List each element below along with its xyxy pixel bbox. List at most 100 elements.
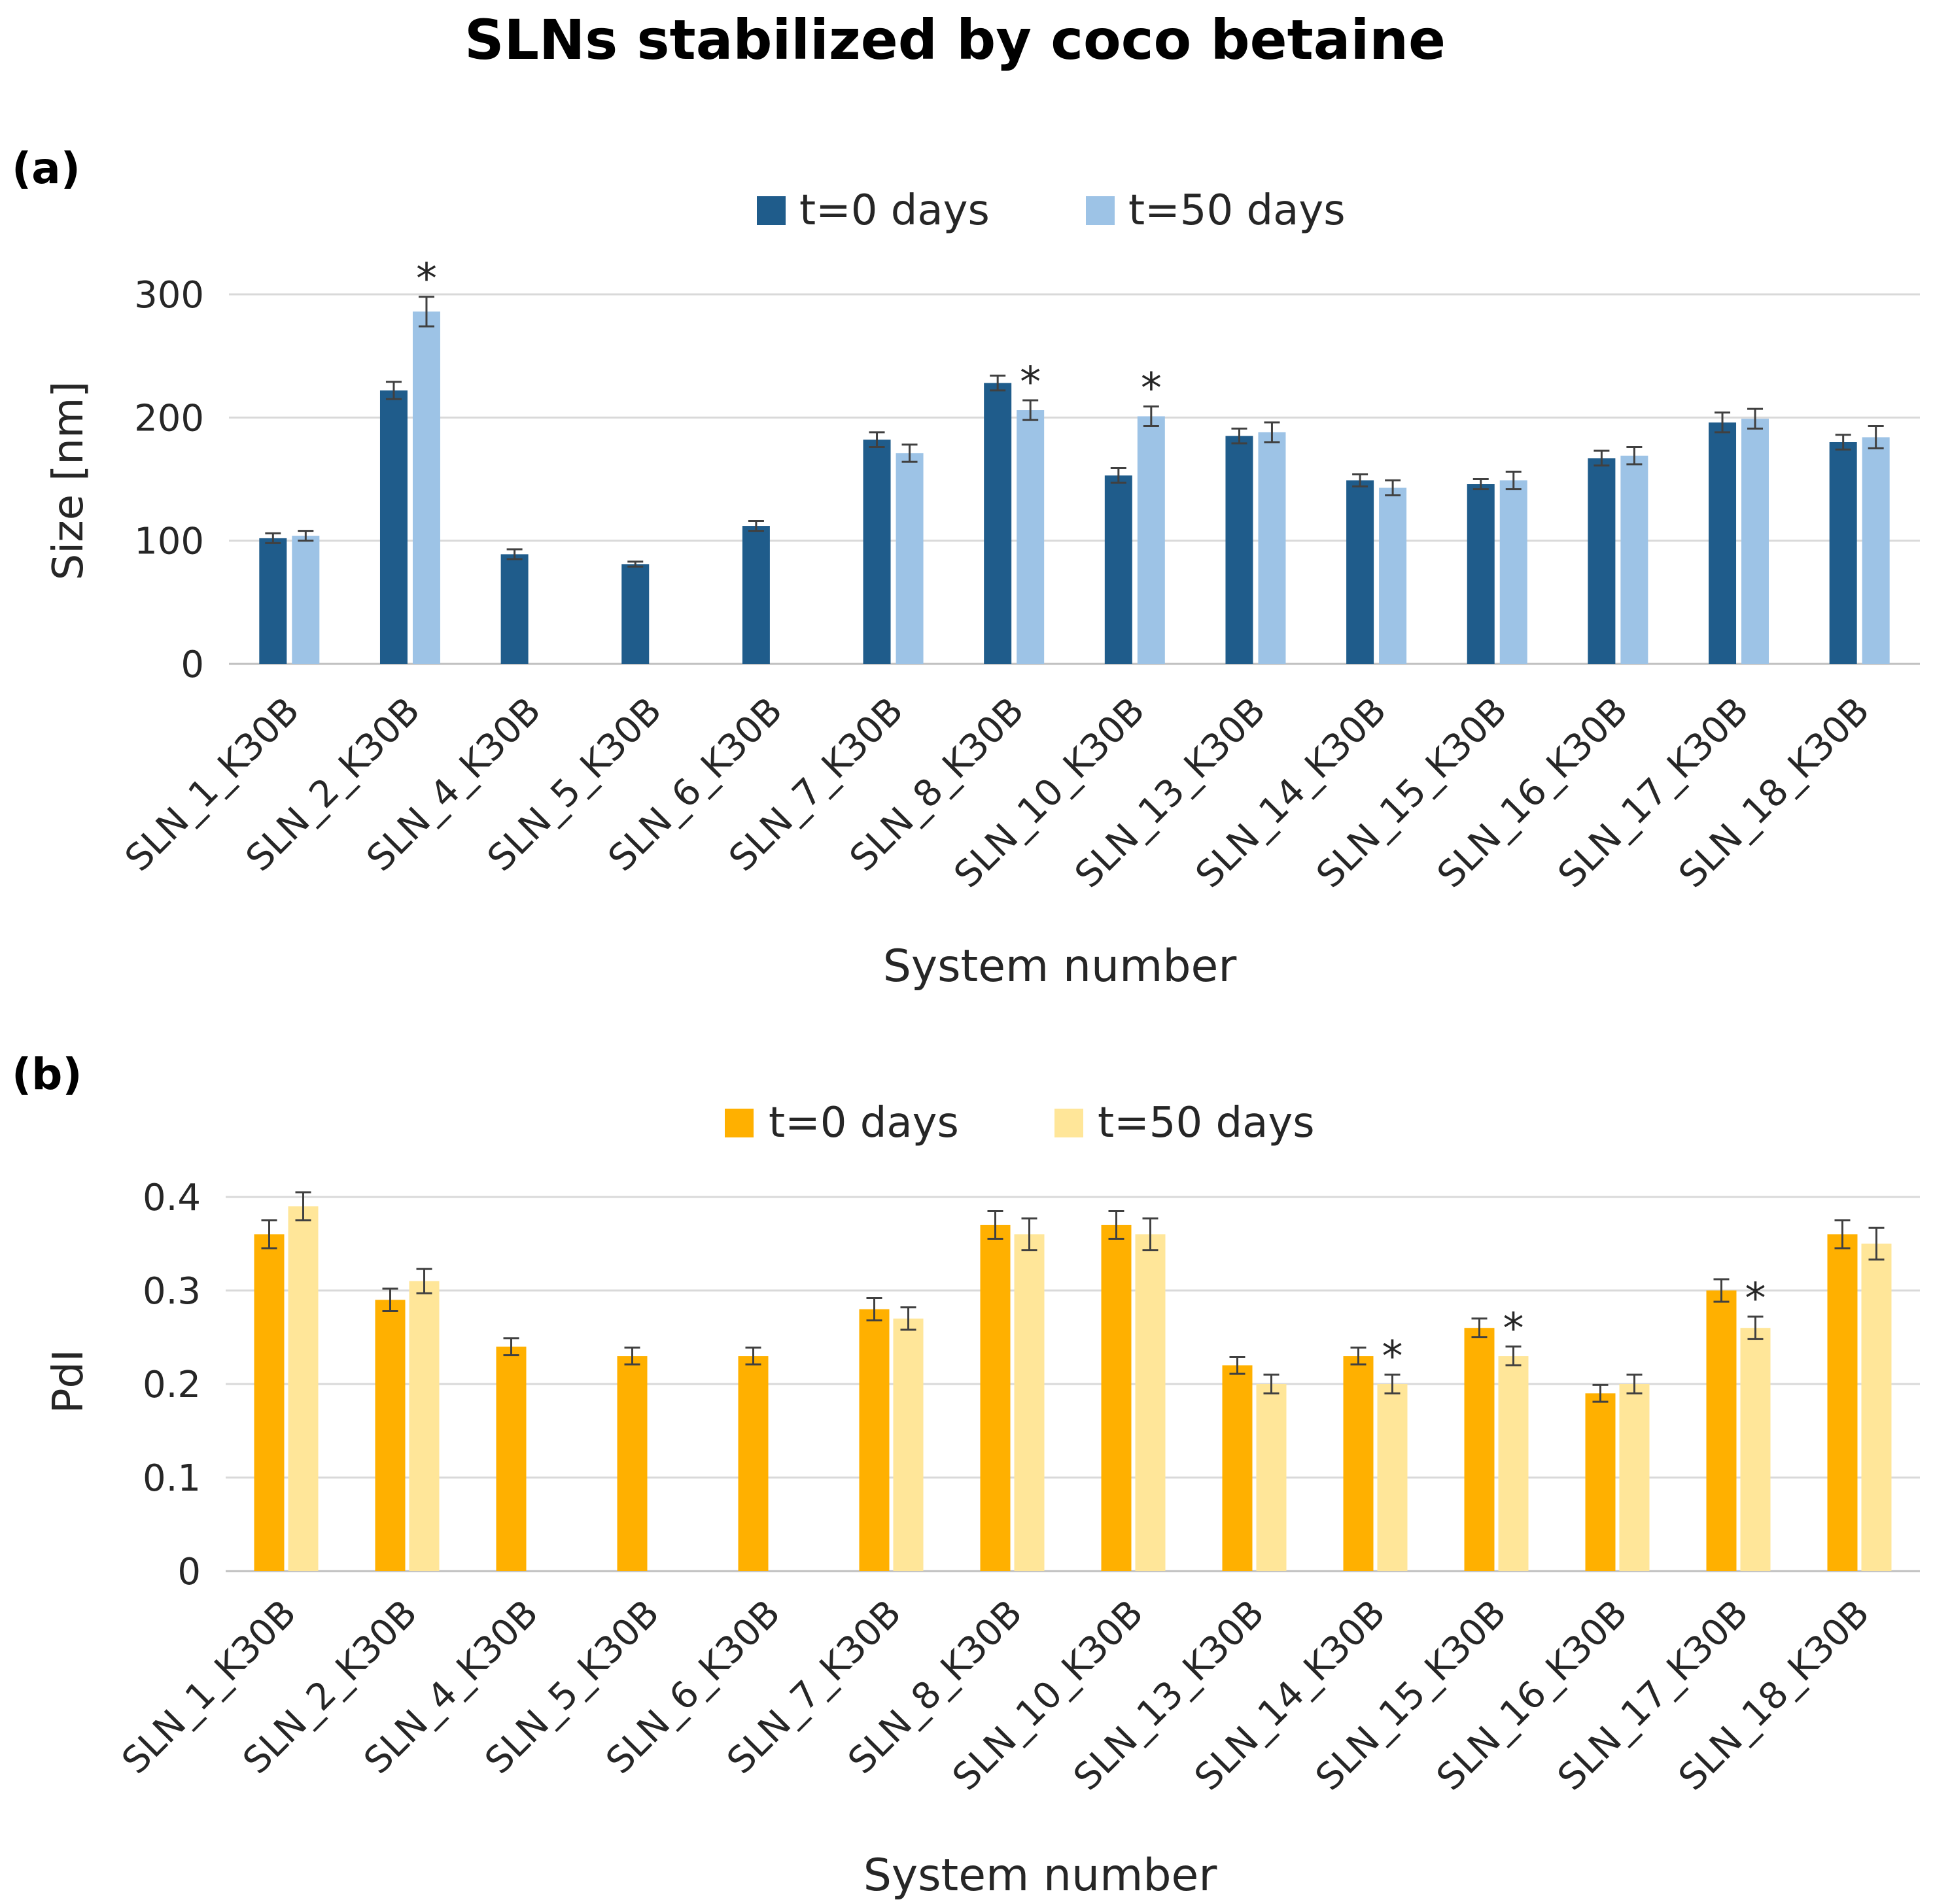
b-bar-t50 <box>1135 1234 1166 1571</box>
b-bar-t0 <box>980 1224 1011 1571</box>
panel-a-gridlines <box>229 293 1920 665</box>
panel-a-y-ticks: 0 100 200 300 <box>134 274 204 686</box>
b-bar-t0 <box>375 1300 406 1571</box>
b-error-bar <box>1021 1217 1037 1252</box>
a-error-bar <box>869 431 885 449</box>
b-error-bar <box>900 1306 916 1331</box>
b-error-bar <box>1747 1315 1764 1340</box>
a-bar-t0 <box>259 538 287 664</box>
b-bar-t50 <box>1861 1243 1892 1571</box>
b-bar-t0 <box>1101 1224 1132 1571</box>
panel-a-size-chart: (a) t=0 days t=50 days Size [nm] 0 100 200… <box>12 143 1920 992</box>
a-error-bar <box>1835 434 1851 451</box>
panel-b-legend-label-t50: t=50 days <box>1098 1099 1315 1147</box>
a-bar-t0 <box>1709 422 1737 664</box>
panel-b-label: (b) <box>12 1049 82 1099</box>
b-error-bar <box>1592 1383 1609 1403</box>
a-y-tick-label: 0 <box>181 644 204 686</box>
b-y-tick-label: 0.2 <box>143 1364 201 1406</box>
b-bar-t0 <box>617 1356 648 1571</box>
b-y-tick-label: 0.3 <box>143 1270 201 1313</box>
b-bar-t0 <box>1343 1356 1374 1571</box>
a-bar-t50 <box>1137 416 1165 664</box>
a-error-bar <box>418 296 434 328</box>
a-error-bar <box>1747 407 1764 430</box>
b-error-bar <box>416 1268 432 1294</box>
panel-b-pdi-chart: (b) t=0 days t=50 days PdI 0 0.1 0.2 0.3 0.4… <box>12 1049 1920 1901</box>
a-bar-t50 <box>1258 432 1286 664</box>
a-error-bar <box>1231 427 1247 445</box>
a-bar-t0 <box>984 383 1012 664</box>
b-error-bar <box>624 1346 640 1366</box>
b-bar-t50 <box>893 1318 924 1571</box>
b-bar-t50 <box>1740 1328 1771 1571</box>
a-bar-t0 <box>1467 484 1495 664</box>
a-significance-marker: * <box>416 255 437 303</box>
a-y-tick-label: 100 <box>134 521 204 563</box>
a-error-bar <box>1626 446 1643 466</box>
a-bar-t50 <box>292 536 320 664</box>
b-error-bar <box>1263 1374 1280 1394</box>
a-bar-t0 <box>621 564 650 664</box>
a-bar-t0 <box>500 554 529 664</box>
a-error-bar <box>1352 473 1368 488</box>
panel-a-legend-swatch-t50 <box>1086 196 1115 225</box>
panel-a-legend: t=0 days t=50 days <box>757 186 1346 235</box>
panel-b-legend: t=0 days t=50 days <box>725 1099 1315 1147</box>
a-error-bar <box>1472 478 1489 491</box>
panel-b-gridlines <box>226 1196 1920 1572</box>
b-error-bar <box>295 1191 311 1222</box>
b-y-tick-label: 0 <box>177 1551 201 1593</box>
b-error-bar <box>987 1209 1003 1240</box>
b-bar-t50 <box>1256 1384 1287 1571</box>
b-error-bar <box>1868 1226 1885 1261</box>
a-error-bar <box>748 520 764 532</box>
b-bar-t0 <box>1585 1393 1616 1571</box>
b-error-bar <box>866 1296 882 1322</box>
a-bar-t50 <box>1862 437 1890 664</box>
b-bar-t0 <box>1464 1328 1495 1571</box>
a-bar-t0 <box>379 390 408 664</box>
b-error-bar <box>1505 1345 1522 1366</box>
a-error-bar <box>990 374 1006 392</box>
a-error-bar <box>1110 467 1126 484</box>
a-bar-t50 <box>896 453 924 664</box>
b-error-bar <box>503 1337 519 1357</box>
panel-b-y-ticks: 0 0.1 0.2 0.3 0.4 <box>143 1177 201 1593</box>
b-bar-t0 <box>254 1234 285 1571</box>
b-bar-t0 <box>1827 1234 1858 1571</box>
panel-b-x-tick-labels: SLN_1_K30BSLN_2_K30BSLN_4_K30BSLN_5_K30B… <box>114 1592 1877 1799</box>
a-bar-t50 <box>1499 480 1527 664</box>
b-bar-t0 <box>1222 1365 1253 1571</box>
b-error-bar <box>1471 1317 1488 1338</box>
panel-b-legend-swatch-t50 <box>1054 1109 1083 1137</box>
b-error-bar <box>1142 1217 1158 1252</box>
b-bar-t50 <box>1619 1384 1650 1571</box>
b-bar-t50 <box>1014 1234 1045 1571</box>
b-bar-t0 <box>496 1346 527 1571</box>
a-bar-t0 <box>1104 475 1132 664</box>
b-y-tick-label: 0.1 <box>143 1457 201 1500</box>
b-error-bar <box>745 1346 761 1366</box>
a-error-bar <box>1385 479 1401 496</box>
b-error-bar <box>261 1219 277 1250</box>
a-significance-marker: * <box>1020 358 1041 407</box>
panel-a-bars: * * * <box>259 255 1890 664</box>
a-error-bar <box>901 443 918 463</box>
panel-a-label: (a) <box>12 143 80 194</box>
panel-a-x-tick-labels: SLN_1_K30BSLN_2_K30BSLN_4_K30BSLN_5_K30B… <box>117 689 1877 896</box>
b-error-bar <box>1384 1374 1401 1394</box>
a-error-bar <box>1505 470 1522 491</box>
a-error-bar <box>506 548 523 561</box>
panel-b-bars: * * * <box>254 1191 1892 1571</box>
a-bar-t50 <box>412 311 440 664</box>
panel-a-legend-label-t50: t=50 days <box>1128 186 1346 235</box>
b-bar-t50 <box>1377 1384 1408 1571</box>
a-bar-t0 <box>1346 480 1374 664</box>
a-error-bar <box>1868 425 1884 449</box>
panel-a-y-axis-label: Size [nm] <box>44 381 93 581</box>
a-significance-marker: * <box>1141 364 1162 413</box>
a-error-bar <box>298 530 314 542</box>
a-error-bar <box>1593 449 1610 467</box>
